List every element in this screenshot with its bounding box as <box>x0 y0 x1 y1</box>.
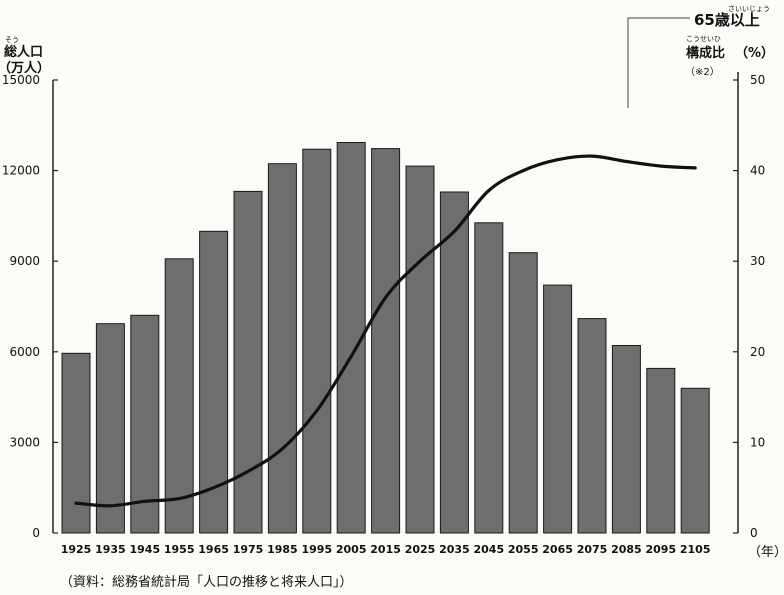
bar-1985 <box>267 163 297 534</box>
bar-2025 <box>405 165 435 534</box>
bar-2075 <box>577 318 607 534</box>
x-tick-label: 2075 <box>577 543 608 556</box>
x-tick-label: 1945 <box>129 543 160 556</box>
right-axis-header: さいいじょう 65歳以上 こうせいひ 構成比 （%） （※2） <box>627 5 774 108</box>
bar-2055 <box>508 252 538 534</box>
x-tick-label: 1935 <box>95 543 126 556</box>
left-axis-ticks: 0 3000 6000 9000 12000 15000 <box>2 73 58 540</box>
elderly-ratio-line <box>74 154 697 508</box>
x-tick-label: 1995 <box>301 543 332 556</box>
right-axis-note: （※2） <box>685 66 720 78</box>
bar-1935 <box>95 323 125 534</box>
bar-1945 <box>130 314 160 534</box>
left-tick-label: 9000 <box>9 254 40 268</box>
population-bars <box>61 142 710 534</box>
x-axis-unit: （年） <box>748 545 784 560</box>
x-tick-label: 2085 <box>611 543 642 556</box>
annotation-leader-line <box>627 17 690 108</box>
x-tick-label: 1955 <box>164 543 195 556</box>
right-axis-title-ruby: さいいじょう <box>728 5 770 13</box>
bar-1995 <box>302 148 332 534</box>
bar-1975 <box>233 190 263 534</box>
x-tick-label: 2065 <box>542 543 573 556</box>
bar-1925 <box>61 352 91 534</box>
left-axis-header: そう 総人口 （万人） <box>0 36 50 76</box>
x-tick-label: 1975 <box>233 543 264 556</box>
x-tick-label: 1965 <box>198 543 229 556</box>
right-axis-title: 65歳以上 <box>694 11 760 29</box>
bar-2085 <box>611 345 641 534</box>
bar-2095 <box>646 367 676 534</box>
left-axis-unit: （万人） <box>0 60 50 76</box>
right-tick-label: 30 <box>750 254 765 268</box>
x-tick-label: 2005 <box>336 543 367 556</box>
x-axis-ticks: 1925 1935 1945 1955 1965 1975 1985 1995 2005 2015… <box>61 543 711 556</box>
left-axis-label-ruby: そう <box>5 36 19 44</box>
x-tick-label: 2025 <box>405 543 436 556</box>
left-tick-label: 6000 <box>9 345 40 359</box>
left-axis-label: 総人口 <box>4 44 43 60</box>
right-axis-ticks: 0 10 20 30 40 50 <box>733 73 765 540</box>
x-tick-label: 1985 <box>267 543 298 556</box>
right-tick-label: 0 <box>750 526 758 540</box>
x-tick-label: 2015 <box>370 543 401 556</box>
right-tick-label: 20 <box>750 345 765 359</box>
right-tick-label: 10 <box>750 435 765 449</box>
x-tick-label: 2105 <box>680 543 711 556</box>
bar-2045 <box>474 222 504 534</box>
right-tick-label: 40 <box>750 164 765 178</box>
left-tick-label: 12000 <box>2 164 40 178</box>
right-tick-label: 50 <box>750 73 765 87</box>
x-tick-label: 2095 <box>645 543 676 556</box>
right-axis-label-ruby: こうせいひ <box>686 35 721 43</box>
bar-1955 <box>164 258 194 534</box>
right-axis-unit: （%） <box>735 45 774 61</box>
left-tick-label: 15000 <box>2 73 40 87</box>
x-tick-label: 2035 <box>439 543 470 556</box>
bar-2015 <box>371 148 401 534</box>
bar-2035 <box>439 191 469 534</box>
source-note: （資料：総務省統計局「人口の推移と将来人口」） <box>60 574 353 590</box>
right-axis-label: 構成比 <box>686 45 725 61</box>
x-tick-label: 1925 <box>61 543 92 556</box>
left-tick-label: 0 <box>32 526 40 540</box>
bar-2065 <box>543 284 573 534</box>
x-tick-label: 2045 <box>473 543 504 556</box>
bar-2105 <box>680 387 710 534</box>
x-tick-label: 2055 <box>508 543 539 556</box>
left-tick-label: 3000 <box>9 435 40 449</box>
